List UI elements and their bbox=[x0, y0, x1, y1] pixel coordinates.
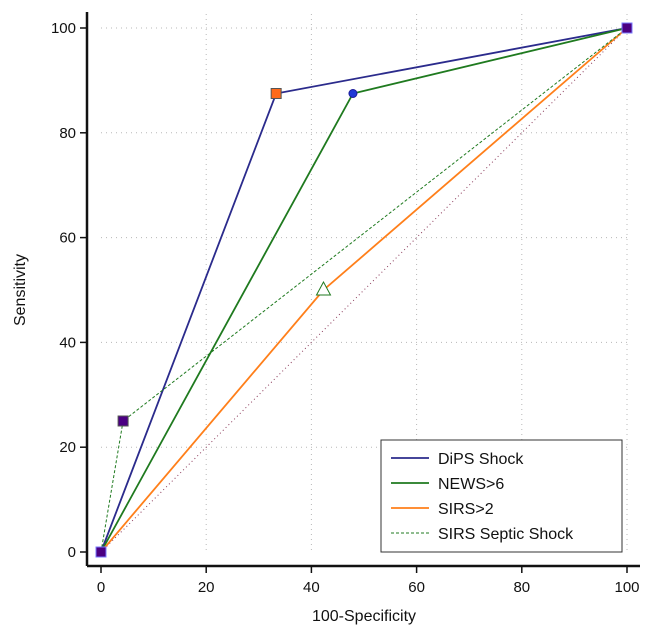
marker-series-3-point-1 bbox=[117, 415, 129, 427]
legend-label-2: SIRS>2 bbox=[438, 501, 494, 518]
legend-label-0: DiPS Shock bbox=[438, 451, 524, 468]
series-markers bbox=[95, 22, 633, 558]
y-tick-label-60: 60 bbox=[59, 230, 76, 247]
marker-series-0-point-2 bbox=[621, 22, 633, 34]
x-tick-label-40: 40 bbox=[303, 579, 320, 596]
legend: DiPS Shock NEWS>6 SIRS>2 SIRS Septic Shock bbox=[380, 439, 623, 553]
x-tick-label-80: 80 bbox=[513, 579, 530, 596]
x-tick-label-100: 100 bbox=[614, 579, 639, 596]
marker-series-0-point-1 bbox=[270, 88, 282, 99]
x-tick-label-60: 60 bbox=[408, 579, 425, 596]
tick-labels: 0 20 40 60 80 100 0 20 40 60 80 100 bbox=[51, 20, 640, 596]
x-tick-label-20: 20 bbox=[198, 579, 215, 596]
legend-label-1: NEWS>6 bbox=[438, 476, 504, 493]
y-tick-label-40: 40 bbox=[59, 334, 76, 351]
marker-series-2-point-1 bbox=[315, 280, 332, 296]
x-axis-label: 100-Specificity bbox=[312, 608, 416, 625]
y-tick-label-0: 0 bbox=[68, 544, 76, 561]
x-tick-label-0: 0 bbox=[97, 579, 105, 596]
y-axis-label: Sensitivity bbox=[12, 254, 29, 326]
axes bbox=[80, 12, 640, 573]
marker-series-1-point-1 bbox=[348, 89, 358, 98]
y-tick-label-80: 80 bbox=[59, 125, 76, 142]
legend-label-3: SIRS Septic Shock bbox=[438, 526, 574, 543]
marker-series-0-point-0 bbox=[95, 546, 107, 558]
y-tick-label-20: 20 bbox=[59, 439, 76, 456]
y-tick-label-100: 100 bbox=[51, 20, 76, 37]
